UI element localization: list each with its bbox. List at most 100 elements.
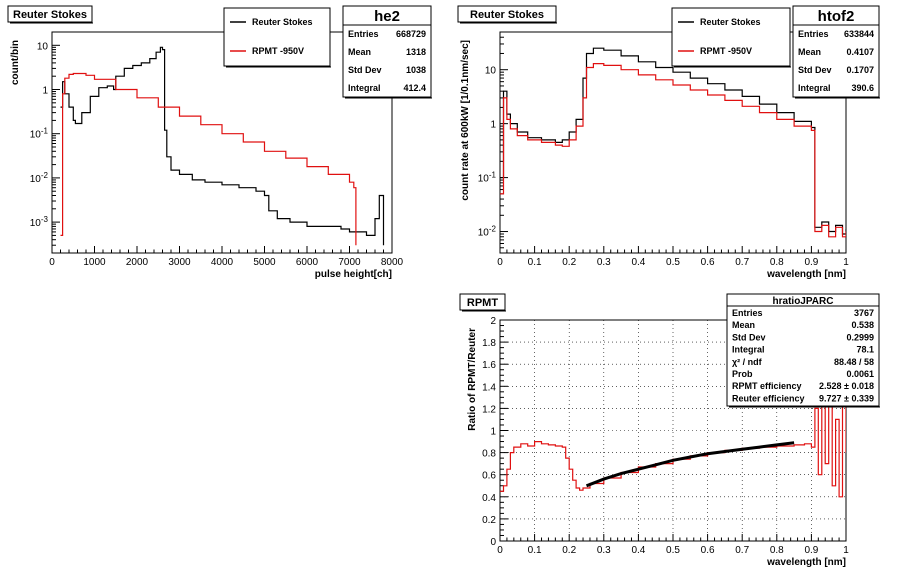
x-tick-label: 0.8	[770, 545, 784, 556]
stats-value: 412.4	[403, 83, 426, 93]
x-tick-label: 0.4	[631, 257, 645, 268]
y-tick-label: 10-3	[30, 215, 49, 229]
plot-frame	[51, 31, 393, 254]
x-tick-label: 0	[49, 257, 55, 268]
y-tick-label: 10-1	[30, 127, 49, 141]
stats-label: χ² / ndf	[732, 357, 763, 367]
stats-label: Mean	[348, 47, 371, 57]
stats-label: Mean	[732, 320, 755, 330]
x-tick-label: 6000	[296, 257, 319, 268]
series-line-rpmt-950v	[500, 63, 846, 238]
stats-value: 0.538	[851, 320, 874, 330]
x-tick-label: 0.7	[735, 545, 749, 556]
x-tick-label: 0.2	[562, 257, 576, 268]
x-tick-label: 8000	[381, 257, 404, 268]
y-axis-label: Ratio of RPMT/Reuter	[467, 328, 478, 431]
y-tick-label: 10	[37, 41, 49, 52]
stats-box	[342, 5, 432, 98]
y-tick-label: 0.8	[482, 449, 496, 460]
x-axis-label: wavelength [nm]	[766, 557, 846, 568]
x-tick-label: 7000	[338, 257, 361, 268]
x-tick-label: 0.1	[528, 257, 542, 268]
stats-value: 0.1707	[846, 65, 874, 75]
stats-label: Std Dev	[732, 332, 766, 342]
chart-panel-2: 0 0.1 0.2 0.3 0.4 0.5 0.6 0.7 0.8 0.9 1 10-2 10-1 1 10…	[457, 5, 880, 280]
x-tick-label: 5000	[253, 257, 276, 268]
chart-panel-3: 0 0.1 0.2 0.3 0.4 0.5 0.6 0.7 0.8 0.9 1 0 0.2 0.4 0.6 0…	[459, 293, 880, 568]
stats-value: 1318	[406, 47, 426, 57]
y-tick-label: 1.2	[482, 404, 496, 415]
y-tick-label: 10-1	[478, 171, 497, 185]
x-tick-label: 4000	[211, 257, 234, 268]
legend-label: RPMT -950V	[700, 46, 752, 56]
y-axis-label: count/bin	[10, 40, 21, 85]
series-line-reuter-stokes	[60, 46, 385, 246]
title-box	[459, 293, 506, 311]
x-tick-label: 0.5	[666, 545, 680, 556]
stats-value: 88.48 / 58	[834, 357, 874, 367]
stats-value: 0.4107	[846, 47, 874, 57]
x-tick-label: 0.2	[562, 545, 576, 556]
x-tick-label: 3000	[168, 257, 191, 268]
series-line-fit	[585, 441, 795, 488]
y-tick-label: 1.4	[482, 382, 496, 393]
stats-label: RPMT efficiency	[732, 381, 802, 391]
x-tick-label: 0.3	[597, 545, 611, 556]
y-tick-label: 1	[42, 86, 48, 97]
x-tick-label: 0.9	[804, 257, 818, 268]
series-line-rpmt-950v	[60, 72, 357, 246]
legend-box	[223, 7, 331, 67]
stats-value: 633844	[844, 29, 874, 39]
stats-name: htof2	[818, 8, 855, 25]
stats-value: 3767	[854, 308, 874, 318]
x-axis-label: wavelength [nm]	[766, 269, 846, 280]
legend-label: Reuter Stokes	[252, 17, 313, 27]
stats-name: hratioJPARC	[773, 296, 834, 307]
y-tick-label: 10-2	[478, 225, 497, 239]
legend-label: RPMT -950V	[252, 46, 304, 56]
stats-name: he2	[374, 8, 400, 25]
x-tick-label: 1	[843, 545, 849, 556]
y-tick-label: 1	[490, 427, 496, 438]
x-tick-label: 0.6	[701, 257, 715, 268]
x-tick-label: 0.4	[631, 545, 645, 556]
x-tick-label: 0	[497, 545, 503, 556]
chart-panel-1: 0 1000 2000 3000 4000 5000 6000 7000 8000 10-3 10-…	[7, 5, 432, 280]
x-tick-label: 0.8	[770, 257, 784, 268]
title-box	[457, 5, 557, 23]
stats-label: Mean	[798, 47, 821, 57]
x-tick-label: 0.1	[528, 545, 542, 556]
x-tick-label: 0.5	[666, 257, 680, 268]
x-tick-label: 0.9	[804, 545, 818, 556]
legend-label: Reuter Stokes	[700, 17, 761, 27]
stats-label: Entries	[798, 29, 829, 39]
stats-label: Entries	[348, 29, 379, 39]
y-tick-label: 2	[490, 316, 496, 327]
stats-label: Prob	[732, 369, 753, 379]
stats-value: 390.6	[851, 83, 874, 93]
stats-value: 78.1	[856, 345, 874, 355]
stats-value: 9.727 ± 0.339	[819, 393, 874, 403]
x-tick-label: 0.6	[701, 545, 715, 556]
x-axis-label: pulse height[ch]	[315, 269, 392, 280]
stats-label: Entries	[732, 308, 763, 318]
chart-title: RPMT	[467, 297, 498, 309]
x-tick-label: 0	[497, 257, 503, 268]
stats-label: Integral	[348, 83, 381, 93]
stats-label: Reuter efficiency	[732, 393, 805, 403]
stats-label: Std Dev	[348, 65, 382, 75]
chart-title: Reuter Stokes	[470, 9, 544, 21]
title-box	[7, 5, 93, 23]
stats-box	[726, 293, 880, 407]
stats-label: Std Dev	[798, 65, 832, 75]
y-tick-label: 0.2	[482, 515, 496, 526]
stats-value: 2.528 ± 0.018	[819, 381, 874, 391]
y-tick-label: 0.6	[482, 471, 496, 482]
chart-title: Reuter Stokes	[13, 9, 87, 21]
x-tick-label: 0.3	[597, 257, 611, 268]
stats-label: Integral	[798, 83, 831, 93]
legend-box	[671, 7, 791, 67]
stats-value: 668729	[396, 29, 426, 39]
stats-label: Integral	[732, 345, 765, 355]
